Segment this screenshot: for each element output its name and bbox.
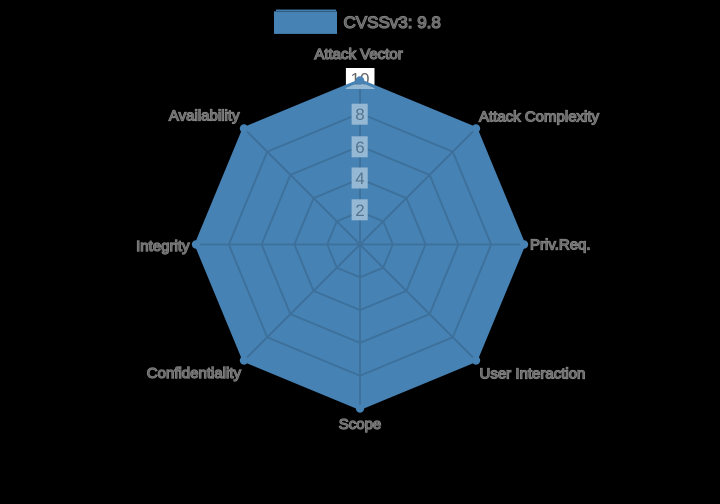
svg-text:Confidentiality: Confidentiality — [147, 365, 242, 382]
svg-text:4: 4 — [355, 169, 364, 188]
svg-text:Priv.Req.: Priv.Req. — [530, 236, 591, 253]
svg-text:Availability: Availability — [169, 107, 240, 124]
svg-text:CVSSv3: 9.8: CVSSv3: 9.8 — [344, 13, 441, 32]
svg-text:Integrity: Integrity — [136, 238, 190, 255]
svg-text:8: 8 — [355, 105, 364, 124]
svg-text:2: 2 — [355, 201, 364, 220]
svg-text:6: 6 — [355, 138, 364, 157]
svg-text:Scope: Scope — [339, 416, 382, 433]
svg-text:Attack Vector: Attack Vector — [314, 46, 402, 63]
svg-text:User Interaction: User Interaction — [480, 365, 586, 382]
svg-text:Attack Complexity: Attack Complexity — [479, 108, 600, 125]
